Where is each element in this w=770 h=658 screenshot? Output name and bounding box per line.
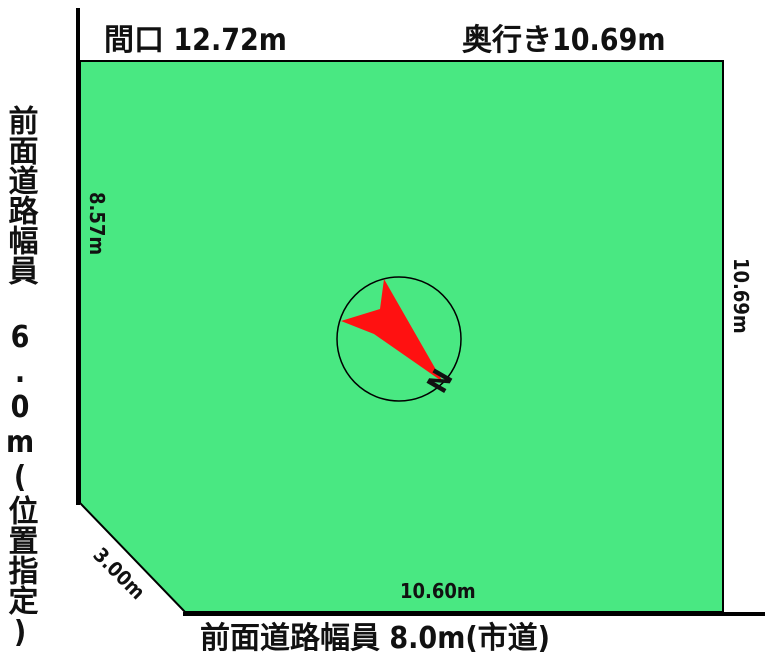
compass-arrow-icon bbox=[341, 279, 443, 382]
compass-circle bbox=[336, 276, 462, 402]
bottom-road-label: 前面道路幅員 8.0m(市道) bbox=[200, 621, 550, 656]
bottom-side-dimension: 10.60m bbox=[400, 579, 476, 603]
right-side-dimension: 10.69m bbox=[729, 258, 753, 334]
frontage-label: 間口 12.72m bbox=[104, 23, 287, 58]
depth-label: 奥行き10.69m bbox=[462, 23, 666, 58]
left-side-dimension: 8.57m bbox=[85, 192, 109, 255]
left-road-label: 前面道路幅員 6.0m(位置指定) bbox=[3, 105, 39, 650]
